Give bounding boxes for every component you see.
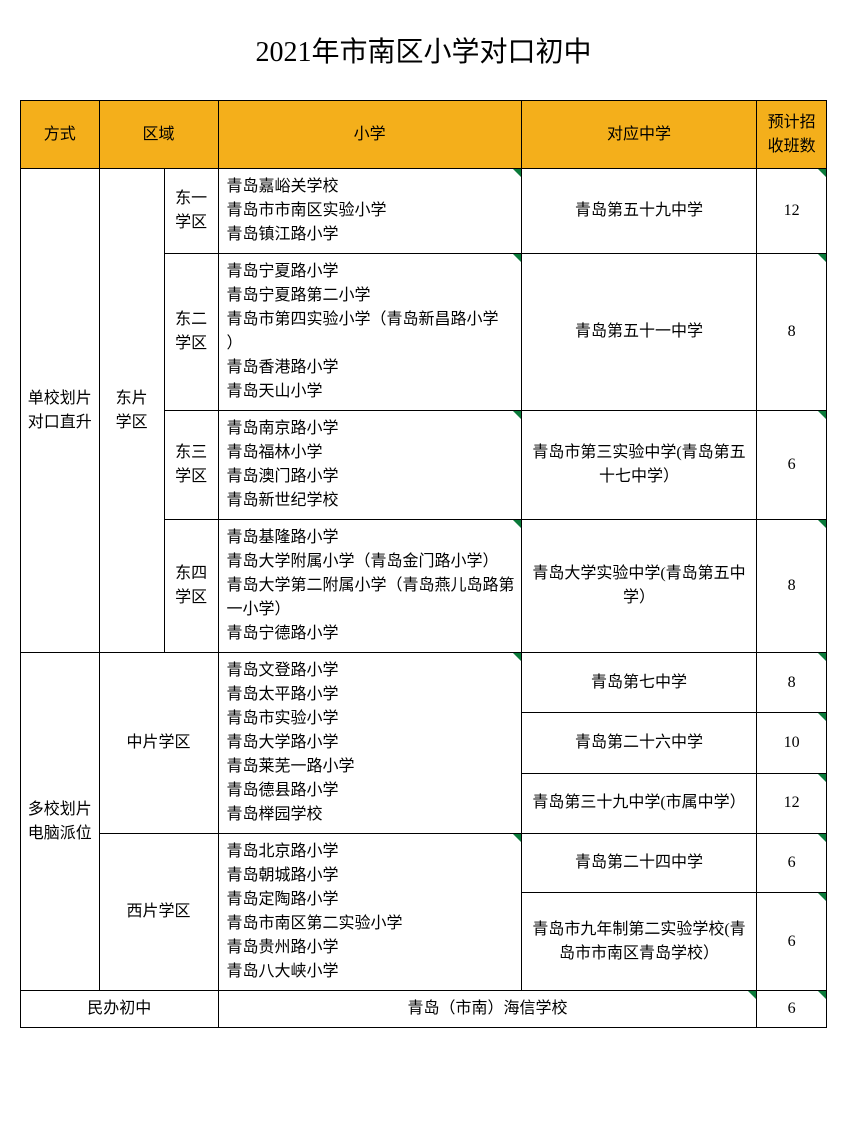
cell-primary-e3: 青岛南京路小学 青岛福林小学 青岛澳门路小学 青岛新世纪学校 [218,411,521,520]
cell-private-classes: 6 [757,991,827,1028]
cell-region-mid: 中片学区 [99,653,218,834]
cell-primary-mid: 青岛文登路小学 青岛太平路小学 青岛市实验小学 青岛大学路小学 青岛莱芜一路小学… [218,653,521,834]
cell-middle-e3: 青岛市第三实验中学(青岛第五十七中学） [521,411,757,520]
cell-district-e3: 东三 学区 [164,411,218,520]
cell-private-school: 青岛（市南）海信学校 [218,991,757,1028]
cell-classes-m1: 8 [757,653,827,713]
table-row: 单校划片 对口直升 东片 学区 东一 学区 青岛嘉峪关学校 青岛市市南区实验小学… [21,169,827,254]
cell-classes-e3: 6 [757,411,827,520]
cell-middle-e1: 青岛第五十九中学 [521,169,757,254]
cell-primary-e1: 青岛嘉峪关学校 青岛市市南区实验小学 青岛镇江路小学 [218,169,521,254]
cell-district-e4: 东四 学区 [164,520,218,653]
table-row: 民办初中 青岛（市南）海信学校 6 [21,991,827,1028]
cell-middle-w1: 青岛第二十四中学 [521,834,757,893]
header-method: 方式 [21,101,100,169]
cell-primary-west: 青岛北京路小学 青岛朝城路小学 青岛定陶路小学 青岛市南区第二实验小学 青岛贵州… [218,834,521,991]
cell-classes-m3: 12 [757,773,827,833]
header-region: 区域 [99,101,218,169]
header-middle: 对应中学 [521,101,757,169]
cell-primary-e2: 青岛宁夏路小学 青岛宁夏路第二小学 青岛市第四实验小学（青岛新昌路小学 ） 青岛… [218,254,521,411]
cell-method-1: 单校划片 对口直升 [21,169,100,653]
cell-classes-w2: 6 [757,893,827,991]
cell-district-e1: 东一 学区 [164,169,218,254]
header-primary: 小学 [218,101,521,169]
cell-middle-e4: 青岛大学实验中学(青岛第五中学） [521,520,757,653]
cell-middle-m2: 青岛第二十六中学 [521,713,757,773]
cell-classes-m2: 10 [757,713,827,773]
cell-classes-e1: 12 [757,169,827,254]
cell-classes-w1: 6 [757,834,827,893]
cell-middle-m3: 青岛第三十九中学(市属中学） [521,773,757,833]
cell-region-east: 东片 学区 [99,169,164,653]
allocation-table: 方式 区域 小学 对应中学 预计招 收班数 单校划片 对口直升 东片 学区 东一… [20,100,827,1028]
header-classes: 预计招 收班数 [757,101,827,169]
table-row: 西片学区 青岛北京路小学 青岛朝城路小学 青岛定陶路小学 青岛市南区第二实验小学… [21,834,827,893]
cell-classes-e4: 8 [757,520,827,653]
cell-private-label: 民办初中 [21,991,219,1028]
table-row: 多校划片 电脑派位 中片学区 青岛文登路小学 青岛太平路小学 青岛市实验小学 青… [21,653,827,713]
cell-middle-w2: 青岛市九年制第二实验学校(青岛市市南区青岛学校） [521,893,757,991]
header-row: 方式 区域 小学 对应中学 预计招 收班数 [21,101,827,169]
cell-primary-e4: 青岛基隆路小学 青岛大学附属小学（青岛金门路小学） 青岛大学第二附属小学（青岛燕… [218,520,521,653]
cell-district-e2: 东二 学区 [164,254,218,411]
cell-region-west: 西片学区 [99,834,218,991]
cell-classes-e2: 8 [757,254,827,411]
cell-middle-e2: 青岛第五十一中学 [521,254,757,411]
cell-method-2: 多校划片 电脑派位 [21,653,100,991]
cell-middle-m1: 青岛第七中学 [521,653,757,713]
page-title: 2021年市南区小学对口初中 [20,30,827,70]
